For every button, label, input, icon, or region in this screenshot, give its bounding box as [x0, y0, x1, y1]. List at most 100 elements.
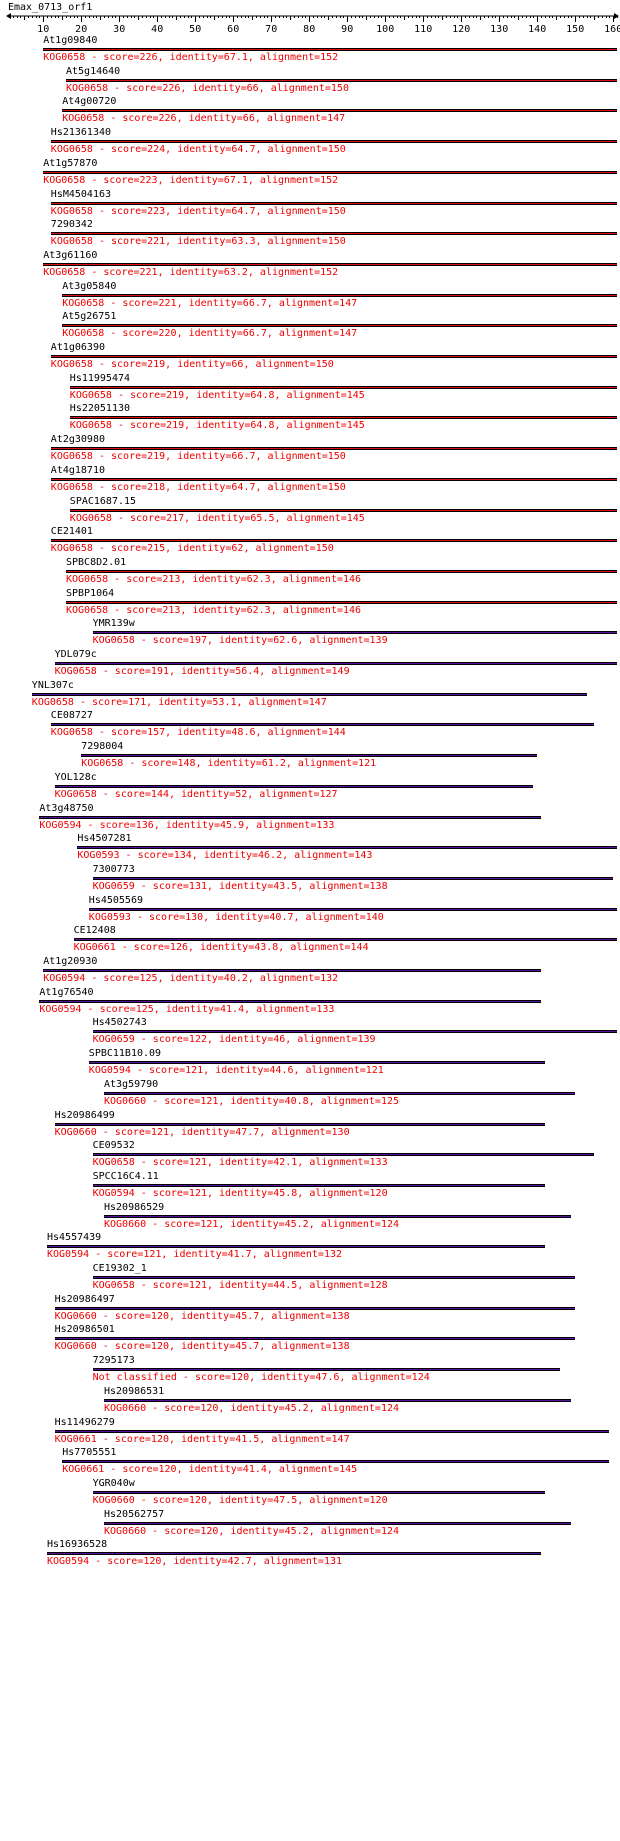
hit-alignment-bar[interactable]	[62, 324, 617, 328]
hit-alignment-bar[interactable]	[77, 846, 617, 850]
hit-alignment-bar[interactable]	[50, 723, 595, 727]
hit-alignment-bar[interactable]	[66, 569, 617, 573]
hit-alignment-bar[interactable]	[43, 48, 617, 51]
hit-name[interactable]: SPBC8D2.01	[66, 556, 127, 568]
hit-alignment-bar[interactable]	[54, 1337, 576, 1341]
hit-alignment-bar[interactable]	[73, 938, 617, 942]
hit-name[interactable]: At3g48750	[39, 802, 94, 814]
hit-name[interactable]: Hs21361340	[50, 127, 112, 139]
hit-alignment-bar[interactable]	[88, 1061, 545, 1065]
hit-name[interactable]: 7300773	[92, 863, 135, 875]
hit-name[interactable]: Hs20986531	[104, 1385, 165, 1397]
hit-alignment-bar[interactable]	[92, 876, 614, 880]
hit-name[interactable]: At1g57870	[43, 157, 98, 169]
hit-name[interactable]: Hs20986529	[104, 1201, 165, 1213]
hit-alignment-bar[interactable]	[92, 1153, 595, 1157]
hit-name[interactable]: CE08727	[50, 710, 93, 722]
hit-alignment-bar[interactable]	[104, 1214, 572, 1218]
hit-name[interactable]: HsM4504163	[50, 188, 112, 200]
hit-name[interactable]: Hs4557439	[47, 1232, 102, 1244]
hit-name[interactable]: At3g61160	[43, 249, 98, 261]
hit-name[interactable]: Hs4505569	[88, 894, 143, 906]
hit-name[interactable]: At3g59790	[104, 1078, 159, 1090]
hit-alignment-bar[interactable]	[39, 999, 541, 1003]
hit-name[interactable]: At1g76540	[39, 986, 94, 998]
hit-name[interactable]: At5g14640	[66, 65, 121, 77]
hit-alignment-bar[interactable]	[62, 293, 617, 297]
hit-name[interactable]: At1g09840	[43, 35, 98, 46]
hit-name[interactable]: YNL307c	[31, 679, 74, 691]
hit-name[interactable]: 7290342	[50, 219, 93, 231]
hit-alignment-bar[interactable]	[54, 1306, 576, 1310]
hit-alignment-bar[interactable]	[92, 1030, 617, 1034]
hit-alignment-bar[interactable]	[39, 815, 541, 819]
hit-name[interactable]: CE19302_1	[92, 1263, 147, 1274]
hit-name[interactable]: Hs7705551	[62, 1447, 117, 1459]
hit-alignment-bar[interactable]	[92, 1276, 576, 1279]
hit-alignment-bar[interactable]	[47, 1245, 545, 1249]
hit-name[interactable]: Hs20562757	[104, 1508, 165, 1520]
hit-name[interactable]: At5g26751	[62, 311, 117, 323]
hit-name[interactable]: CE21401	[50, 526, 93, 538]
hit-name[interactable]: Hs4502743	[92, 1017, 147, 1029]
hit-alignment-bar[interactable]	[69, 508, 617, 512]
hit-alignment-bar[interactable]	[92, 1490, 545, 1494]
hit-alignment-bar[interactable]	[69, 385, 617, 389]
hit-alignment-bar[interactable]	[92, 631, 617, 635]
hit-name[interactable]: At4g18710	[50, 464, 105, 476]
hit-name[interactable]: At1g06390	[50, 342, 105, 353]
hit-name[interactable]: At2g30980	[50, 434, 105, 446]
hit-alignment-bar[interactable]	[50, 447, 617, 451]
hit-alignment-bar[interactable]	[104, 1091, 576, 1095]
hit-name[interactable]: SPAC1687.15	[69, 495, 137, 507]
hit-alignment-bar[interactable]	[54, 784, 534, 788]
hit-name[interactable]: Hs20986501	[54, 1324, 115, 1336]
hit-alignment-bar[interactable]	[50, 539, 617, 543]
hit-alignment-bar[interactable]	[62, 109, 617, 113]
hit-name[interactable]: SPBC11B10.09	[88, 1048, 162, 1060]
hit-name[interactable]: Hs20986497	[54, 1293, 115, 1305]
hit-alignment-bar[interactable]	[31, 692, 587, 696]
hit-alignment-bar[interactable]	[54, 1429, 610, 1433]
hit-name[interactable]: Hs11496279	[54, 1416, 115, 1428]
hit-name[interactable]: At4g00720	[62, 96, 117, 108]
hit-alignment-bar[interactable]	[50, 355, 617, 358]
hit-alignment-bar[interactable]	[62, 1460, 610, 1464]
hit-name[interactable]: At3g05840	[62, 280, 117, 292]
hit-alignment-bar[interactable]	[88, 907, 617, 911]
hit-alignment-bar[interactable]	[92, 1183, 545, 1187]
hit-name[interactable]: SPBP1064	[66, 587, 115, 599]
hit-alignment-bar[interactable]	[43, 170, 617, 174]
hit-alignment-bar[interactable]	[81, 754, 538, 758]
hit-name[interactable]: Hs16936528	[47, 1539, 108, 1551]
hit-name[interactable]: At1g20930	[43, 956, 98, 967]
hit-alignment-bar[interactable]	[50, 201, 617, 205]
hit-alignment-bar[interactable]	[66, 600, 617, 604]
hit-alignment-bar[interactable]	[50, 140, 617, 144]
hit-alignment-bar[interactable]	[50, 232, 617, 236]
hit-alignment-bar[interactable]	[47, 1552, 541, 1556]
hit-name[interactable]: Hs4507281	[77, 833, 132, 845]
hit-name[interactable]: SPCC16C4.11	[92, 1170, 159, 1182]
hit-name[interactable]: 7298004	[81, 741, 124, 753]
hit-name[interactable]: YGR040w	[92, 1477, 135, 1489]
hit-name[interactable]: Hs20986499	[54, 1109, 115, 1121]
hit-alignment-bar[interactable]	[54, 662, 617, 665]
hit-name[interactable]: CE12408	[73, 925, 116, 937]
hit-alignment-bar[interactable]	[43, 969, 541, 972]
hit-name[interactable]: CE09532	[92, 1140, 135, 1152]
hit-name[interactable]: YDL079c	[54, 649, 97, 660]
hit-alignment-bar[interactable]	[92, 1368, 560, 1372]
hit-alignment-bar[interactable]	[69, 416, 617, 420]
hit-name[interactable]: Hs22051130	[69, 403, 131, 415]
hit-alignment-bar[interactable]	[66, 78, 617, 82]
hit-alignment-bar[interactable]	[54, 1122, 545, 1126]
hit-name[interactable]: YMR139w	[92, 618, 135, 630]
hit-alignment-bar[interactable]	[50, 477, 617, 481]
hit-alignment-bar[interactable]	[104, 1521, 572, 1525]
hit-name[interactable]: Hs11995474	[69, 372, 131, 384]
hit-alignment-bar[interactable]	[104, 1398, 572, 1402]
hit-name[interactable]: 7295173	[92, 1355, 135, 1367]
hit-name[interactable]: YOL128c	[54, 771, 97, 783]
hit-alignment-bar[interactable]	[43, 262, 617, 266]
